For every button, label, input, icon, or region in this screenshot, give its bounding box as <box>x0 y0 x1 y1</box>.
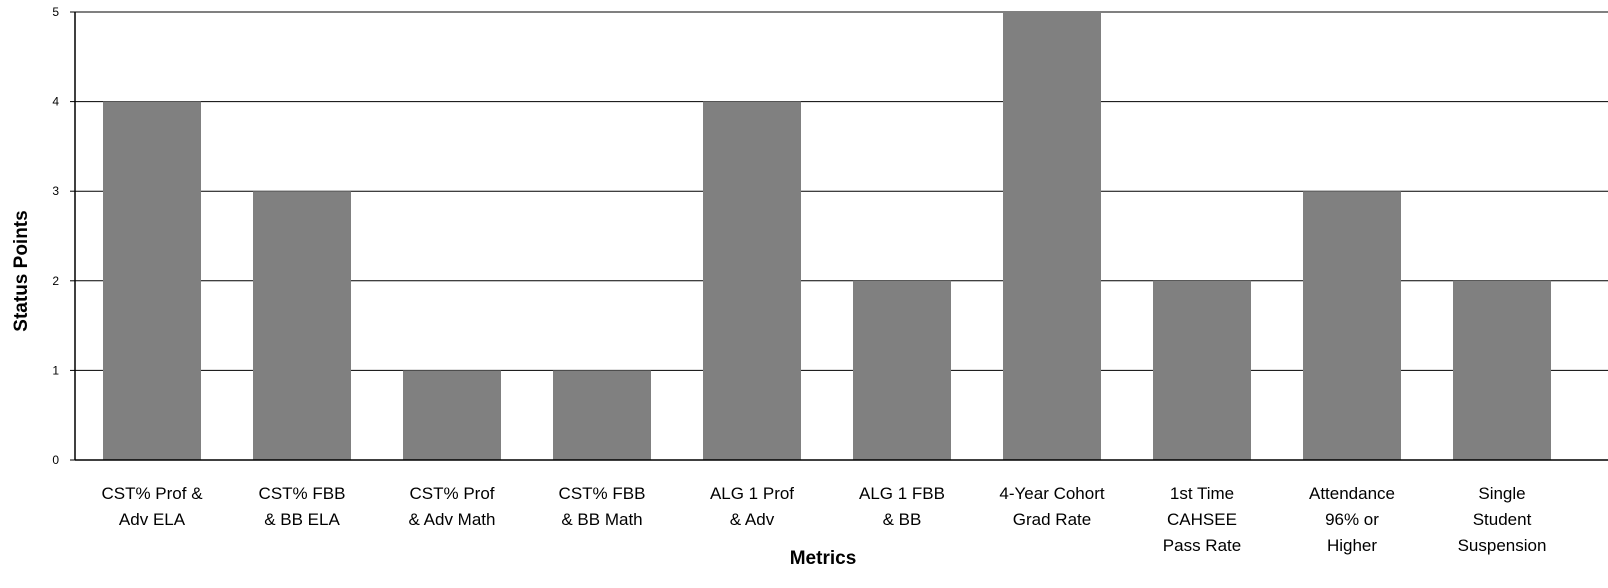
x-category-label-line: & Adv Math <box>409 510 496 529</box>
x-category-label-line: CST% Prof <box>409 484 494 503</box>
y-tick-label: 4 <box>52 95 59 109</box>
bar <box>1303 191 1401 460</box>
y-tick-label: 3 <box>52 184 59 198</box>
x-category-label: ALG 1 FBB & BB <box>859 484 945 529</box>
x-category-label: CST% FBB & BB ELA <box>259 484 346 529</box>
x-category-labels: CST% Prof & Adv ELA CST% FBB & BB ELA CST% P… <box>101 484 1546 555</box>
x-category-label-line: Student <box>1473 510 1532 529</box>
x-category-label-line: Higher <box>1327 536 1377 555</box>
bar <box>1453 280 1551 460</box>
bar <box>553 370 651 460</box>
x-category-label: CST% FBB & BB Math <box>559 484 646 529</box>
x-category-label-line: & BB ELA <box>264 510 340 529</box>
x-category-label-line: 4-Year Cohort <box>999 484 1104 503</box>
x-category-label-line: Suspension <box>1458 536 1547 555</box>
x-category-label-line: Attendance <box>1309 484 1395 503</box>
bar <box>1153 280 1251 460</box>
bar <box>703 101 801 460</box>
x-category-label-line: ALG 1 FBB <box>859 484 945 503</box>
bar <box>103 101 201 460</box>
x-category-label-line: & BB <box>883 510 922 529</box>
x-axis-title: Metrics <box>790 548 857 569</box>
x-category-label-line: Pass Rate <box>1163 536 1241 555</box>
x-category-label-line: 1st Time <box>1170 484 1234 503</box>
x-category-label-line: ALG 1 Prof <box>710 484 794 503</box>
x-category-label-line: Adv ELA <box>119 510 186 529</box>
axes <box>70 11 1608 461</box>
y-tick-label: 0 <box>52 453 59 467</box>
y-tick-labels: 0 1 2 3 4 5 <box>52 5 59 467</box>
x-category-label: CST% Prof & Adv Math <box>409 484 496 529</box>
x-category-label-line: CST% Prof & <box>101 484 203 503</box>
bar <box>403 370 501 460</box>
y-axis-title: Status Points <box>11 210 32 331</box>
x-category-label: Single Student Suspension <box>1458 484 1547 555</box>
x-category-label: 4-Year Cohort Grad Rate <box>999 484 1104 529</box>
x-category-label-line: & BB Math <box>561 510 642 529</box>
bar <box>253 191 351 460</box>
y-tick-label: 1 <box>52 363 59 377</box>
x-category-label: 1st Time CAHSEE Pass Rate <box>1163 484 1241 555</box>
bar <box>1003 12 1101 460</box>
x-category-label: Attendance 96% or Higher <box>1309 484 1395 555</box>
y-tick-label: 2 <box>52 274 59 288</box>
x-category-label-line: CAHSEE <box>1167 510 1237 529</box>
x-category-label-line: & Adv <box>730 510 775 529</box>
bars <box>103 12 1551 460</box>
x-category-label-line: 96% or <box>1325 510 1379 529</box>
x-category-label: ALG 1 Prof & Adv <box>710 484 794 529</box>
x-category-label: CST% Prof & Adv ELA <box>101 484 203 529</box>
x-category-label-line: Grad Rate <box>1013 510 1091 529</box>
bar <box>853 280 951 460</box>
y-tick-label: 5 <box>52 5 59 19</box>
x-category-label-line: CST% FBB <box>259 484 346 503</box>
x-category-label-line: Single <box>1478 484 1525 503</box>
x-category-label-line: CST% FBB <box>559 484 646 503</box>
